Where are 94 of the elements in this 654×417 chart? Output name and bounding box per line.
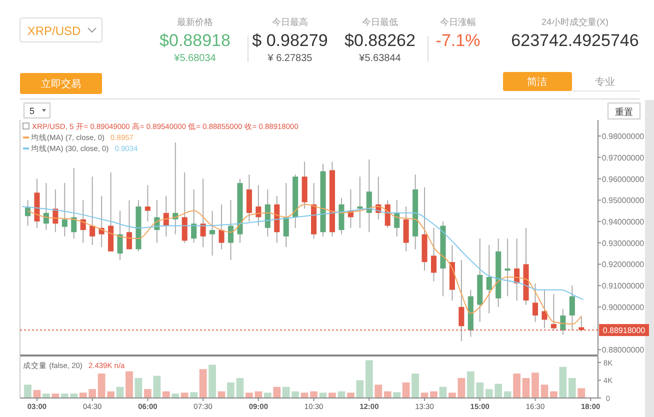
candlestick xyxy=(264,188,270,237)
bar xyxy=(532,372,539,398)
candlestick xyxy=(366,159,372,233)
bar xyxy=(402,382,410,398)
candlestick xyxy=(126,200,132,250)
bar xyxy=(42,394,50,398)
text: ¥5.68034 xyxy=(173,53,216,64)
y-tick-label: 0.90000000 xyxy=(602,302,645,312)
candlestick xyxy=(283,182,289,248)
text: 最新价格 xyxy=(177,17,213,27)
text: 专业 xyxy=(595,76,615,88)
candlestick xyxy=(117,210,123,260)
candlestick xyxy=(62,182,68,237)
candlestick xyxy=(532,282,538,322)
bar xyxy=(134,378,142,398)
bar xyxy=(180,392,188,398)
text: 5 xyxy=(29,106,35,116)
text: 立即交易 xyxy=(41,78,81,90)
bar xyxy=(522,378,530,398)
bar xyxy=(559,366,567,398)
text: 623742.4925746 xyxy=(511,31,639,50)
bar xyxy=(356,380,364,398)
bar xyxy=(208,364,216,398)
candlestick xyxy=(182,172,188,244)
text: XRP/USD xyxy=(27,24,82,38)
candlestick xyxy=(210,210,216,256)
bar xyxy=(347,392,354,398)
y-tick-label: 0.94000000 xyxy=(602,217,645,226)
candlestick xyxy=(71,168,77,240)
candlestick xyxy=(228,200,234,260)
text: 今日涨幅 xyxy=(440,17,476,27)
bar xyxy=(374,384,382,398)
y-tick-label: 0.91000000 xyxy=(602,282,645,291)
y-tick-label: 0.92000000 xyxy=(602,260,645,270)
candlestick xyxy=(90,176,96,246)
candlestick xyxy=(357,176,363,228)
bar xyxy=(412,374,419,398)
candlestick xyxy=(569,285,575,331)
text: 24小时成交量(X) xyxy=(541,17,609,27)
candlestick xyxy=(430,227,437,282)
candlestick xyxy=(384,200,390,228)
y-tick-label: 0.98000000 xyxy=(602,132,645,142)
y-tick-label: 0.96000000 xyxy=(602,174,645,184)
bar xyxy=(568,378,576,398)
bar xyxy=(430,391,438,398)
bar xyxy=(513,374,520,398)
bar xyxy=(264,392,272,398)
text: 今日最高 xyxy=(272,17,308,27)
bar xyxy=(540,384,548,398)
bar xyxy=(550,391,558,398)
bar xyxy=(52,394,60,398)
text: $ 0.98279 xyxy=(252,31,328,50)
bar xyxy=(126,371,133,398)
candlestick xyxy=(486,244,492,314)
y-tick-label: 0.97000000 xyxy=(602,153,645,162)
candlestick xyxy=(191,188,197,244)
bar xyxy=(227,382,234,398)
text: ¥ 6.27835 xyxy=(266,53,313,64)
text: $0.88262 xyxy=(344,31,416,50)
bar xyxy=(439,386,447,398)
text: -7.1% xyxy=(436,31,480,50)
y-tick-label: 0.95000000 xyxy=(602,196,645,206)
bar xyxy=(273,386,281,398)
text: $0.88918 xyxy=(160,31,230,50)
text: 重置 xyxy=(615,107,633,117)
text: 今日最低 xyxy=(362,17,398,27)
bar xyxy=(328,392,336,398)
text: 简洁 xyxy=(527,76,547,88)
candlestick xyxy=(218,204,224,250)
bar xyxy=(172,394,180,398)
bar xyxy=(504,391,512,398)
bar xyxy=(393,392,401,398)
bar xyxy=(116,386,124,398)
y-tick-label: 0.93000000 xyxy=(602,238,645,248)
bar xyxy=(24,384,32,398)
candlestick xyxy=(246,174,252,222)
candlestick xyxy=(504,238,510,297)
ref-line-label: 0.88918000 xyxy=(602,326,646,336)
y-tick-label: 0.88000000 xyxy=(602,346,645,355)
bar xyxy=(384,391,392,398)
bar xyxy=(199,369,207,398)
text: ¥5.63844 xyxy=(358,53,402,64)
candlestick xyxy=(394,200,400,237)
bar xyxy=(144,389,152,398)
candlestick xyxy=(144,184,150,222)
candlestick xyxy=(403,206,409,252)
candlestick xyxy=(24,200,31,226)
bar xyxy=(236,378,244,398)
bar xyxy=(578,388,586,398)
bar xyxy=(365,360,373,398)
bar xyxy=(190,392,198,398)
candlestick xyxy=(200,178,206,248)
bar xyxy=(153,376,161,398)
bar xyxy=(162,391,170,398)
